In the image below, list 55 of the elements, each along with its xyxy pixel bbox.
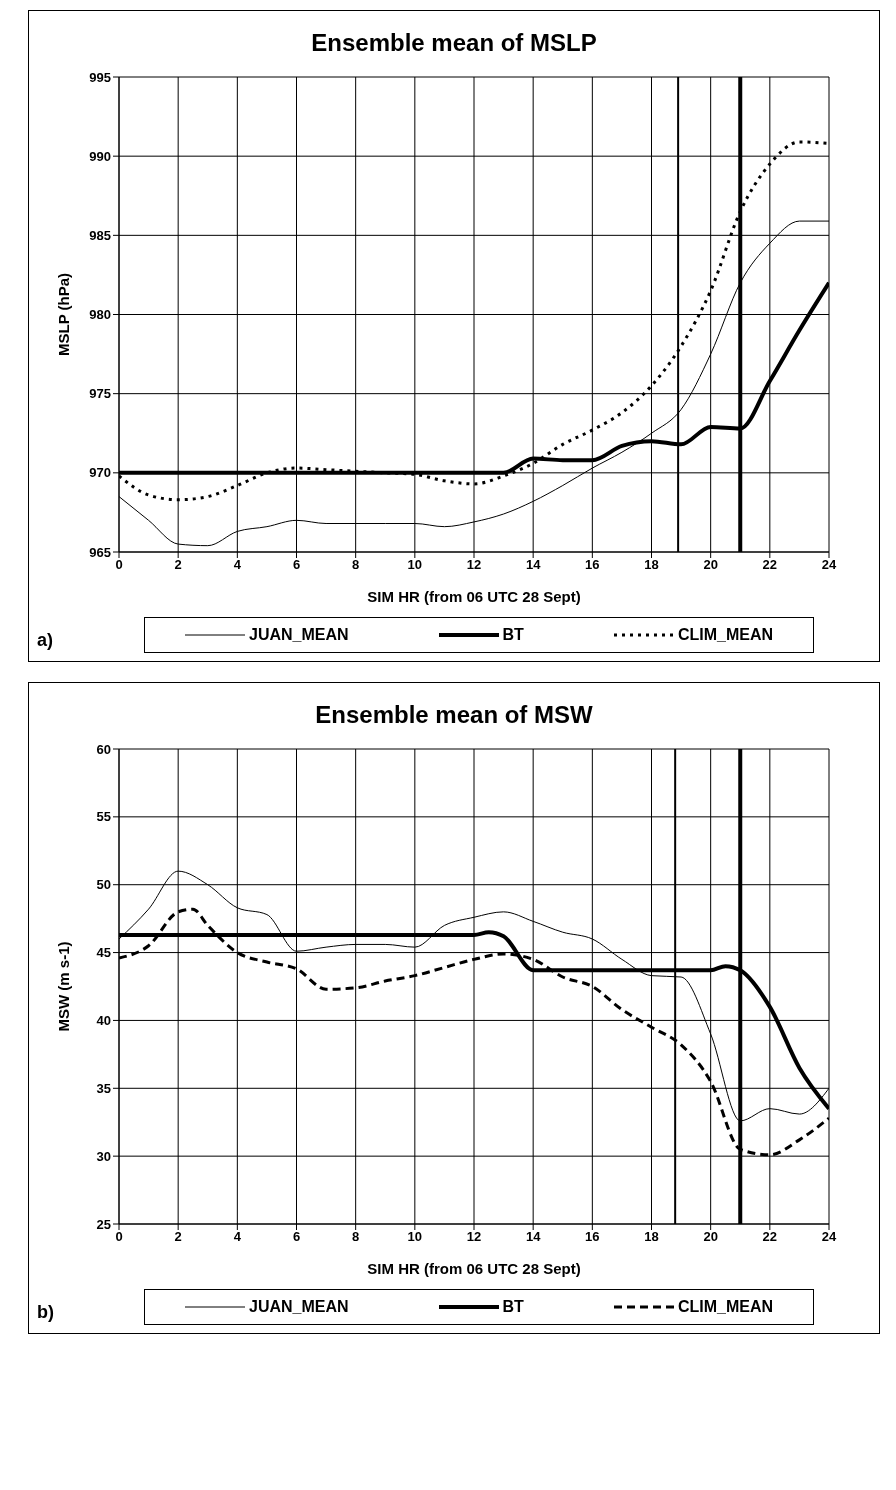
- y-tick-label: 990: [89, 148, 111, 164]
- x-axis-title: SIM HR (from 06 UTC 28 Sept): [367, 588, 581, 605]
- y-tick-label: 35: [96, 1080, 111, 1096]
- y-tick-label: 25: [96, 1216, 111, 1232]
- x-tick-label: 16: [585, 557, 600, 573]
- x-tick-label: 4: [233, 1229, 242, 1245]
- x-tick-label: 14: [525, 1229, 542, 1245]
- legend-label: BT: [502, 626, 524, 644]
- x-tick-label: 2: [174, 557, 182, 573]
- x-tick-label: 18: [644, 557, 659, 573]
- legend-label: JUAN_MEAN: [248, 626, 349, 644]
- y-tick-label: 970: [89, 465, 111, 481]
- y-tick-label: 30: [96, 1148, 111, 1164]
- y-tick-label: 60: [96, 741, 111, 757]
- x-tick-label: 22: [762, 1229, 778, 1245]
- x-tick-label: 6: [292, 1229, 301, 1245]
- x-tick-label: 0: [115, 557, 123, 573]
- y-tick-label: 985: [89, 227, 111, 243]
- y-tick-label: 965: [89, 544, 111, 560]
- x-tick-label: 24: [821, 557, 837, 573]
- chart-title: Ensemble mean of MSW: [314, 701, 594, 729]
- y-tick-label: 975: [89, 386, 111, 402]
- x-tick-label: 10: [407, 557, 423, 573]
- y-axis-title: MSW (m s-1): [55, 941, 73, 1032]
- y-tick-label: 50: [96, 877, 111, 893]
- y-tick-label: 995: [89, 69, 111, 85]
- y-tick-label: 55: [96, 809, 111, 825]
- x-tick-label: 10: [407, 1229, 423, 1245]
- x-tick-label: 20: [703, 1229, 718, 1245]
- x-tick-label: 0: [115, 1229, 123, 1245]
- legend-label: CLIM_MEAN: [677, 1298, 773, 1316]
- x-tick-label: 8: [352, 557, 360, 573]
- legend-label: CLIM_MEAN: [677, 626, 773, 644]
- x-tick-label: 24: [821, 1229, 837, 1245]
- x-axis-title: SIM HR (from 06 UTC 28 Sept): [367, 1260, 581, 1277]
- legend-label: BT: [502, 1298, 524, 1316]
- y-tick-label: 980: [89, 307, 111, 323]
- x-tick-label: 12: [466, 557, 482, 573]
- text: a): [37, 630, 54, 651]
- y-tick-label: 45: [96, 945, 111, 961]
- y-axis-title: MSLP (hPa): [55, 272, 73, 357]
- x-tick-label: 22: [762, 557, 778, 573]
- y-tick-label: 40: [96, 1013, 111, 1029]
- x-tick-label: 4: [233, 557, 242, 573]
- text: b): [37, 1302, 54, 1323]
- x-tick-label: 8: [352, 1229, 360, 1245]
- x-tick-label: 20: [703, 557, 718, 573]
- legend-label: JUAN_MEAN: [248, 1298, 349, 1316]
- chart-title: Ensemble mean of MSLP: [310, 29, 598, 57]
- x-tick-label: 6: [292, 557, 301, 573]
- x-tick-label: 14: [525, 557, 542, 573]
- x-tick-label: 16: [585, 1229, 600, 1245]
- x-tick-label: 2: [174, 1229, 182, 1245]
- x-tick-label: 18: [644, 1229, 659, 1245]
- x-tick-label: 12: [466, 1229, 482, 1245]
